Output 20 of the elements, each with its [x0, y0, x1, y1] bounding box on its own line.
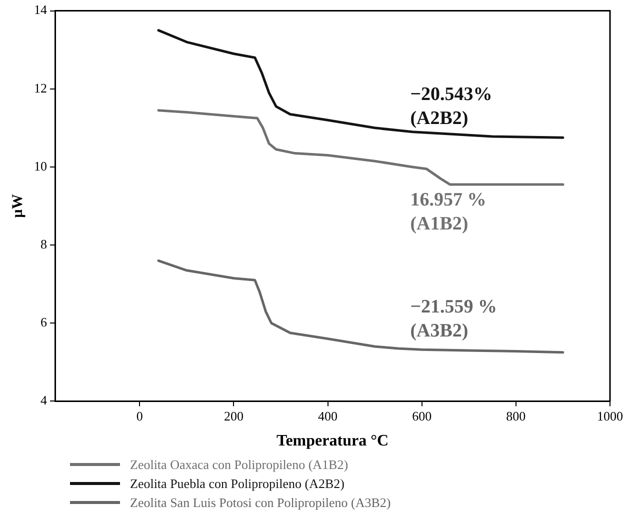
annotation: 16.957 % (A1B2)	[410, 189, 486, 234]
y-tick-label: 8	[40, 236, 47, 252]
annotation: −20.543% (A2B2)	[410, 84, 492, 129]
annotation: −21.559 % (A3B2)	[410, 296, 498, 342]
x-tick-label: 1000	[597, 408, 623, 424]
legend-label: Zeolita San Luis Potosi con Polipropileno (A3B2)	[130, 494, 391, 510]
x-tick-label: 800	[506, 408, 526, 424]
x-tick-label: 600	[412, 408, 432, 424]
x-tick-label: 200	[224, 408, 244, 424]
y-axis-title: µW	[10, 194, 26, 218]
x-tick-label: 0	[136, 408, 143, 424]
y-tick-label: 10	[34, 158, 47, 174]
x-tick-label: 400	[318, 408, 338, 424]
y-tick-label: 4	[40, 392, 48, 408]
y-tick-label: 12	[34, 80, 47, 96]
y-tick-label: 6	[40, 314, 48, 330]
y-tick-label: 14	[34, 2, 48, 18]
x-axis-title: Temperatura °C	[276, 432, 389, 450]
legend-label: Zeolita Oaxaca con Polipropileno (A1B2)	[130, 456, 348, 472]
legend-label: Zeolita Puebla con Polipropileno (A2B2)	[130, 476, 344, 492]
